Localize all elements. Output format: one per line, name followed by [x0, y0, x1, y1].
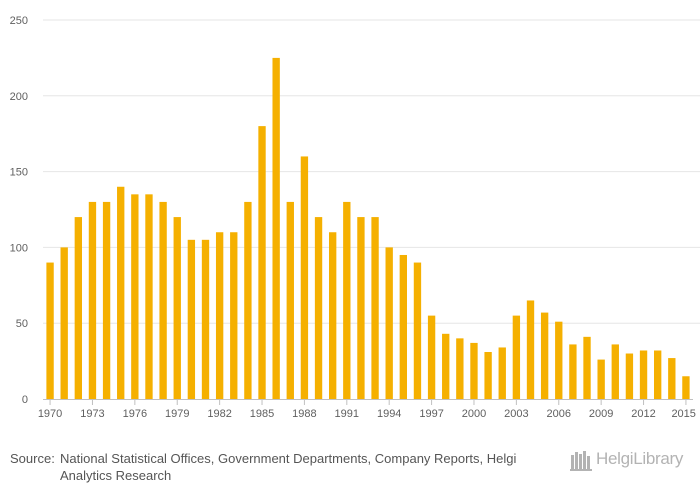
- x-tick-label: 1982: [207, 408, 231, 420]
- bar-1997: [427, 315, 436, 399]
- bar-1992: [357, 217, 365, 399]
- x-tick-label: 1994: [377, 408, 401, 420]
- y-tick-label: 150: [10, 167, 28, 179]
- x-tick-label: 2006: [547, 408, 571, 420]
- library-books-icon: [570, 451, 592, 471]
- bar-2001: [484, 352, 492, 399]
- x-tick-label: 1991: [335, 408, 359, 420]
- bar-1981: [201, 239, 210, 399]
- bar-2015: [682, 376, 690, 399]
- x-tick-label: 2012: [631, 408, 655, 420]
- bar-1979: [173, 217, 181, 399]
- bar-1991: [343, 201, 351, 399]
- y-tick-label: 100: [10, 242, 28, 254]
- source-prefix: Source:: [10, 451, 55, 466]
- x-tick-label: 1988: [292, 408, 316, 420]
- y-axis: 0 50 100 150 200 250: [10, 15, 28, 406]
- bar-2003: [512, 315, 521, 399]
- x-tick-label: 2015: [671, 408, 695, 420]
- bar-1984: [244, 201, 252, 399]
- bar-1993: [371, 217, 379, 399]
- x-tick-label: 2003: [504, 408, 528, 420]
- bar-1996: [413, 262, 422, 399]
- bars: [46, 57, 690, 400]
- y-tick-label: 250: [10, 15, 28, 27]
- bar-2012: [639, 350, 648, 399]
- x-tick-label: 1985: [250, 408, 274, 420]
- bar-1970: [46, 262, 54, 399]
- x-tick-label: 1970: [38, 408, 62, 420]
- bar-1989: [314, 217, 323, 399]
- bar-2010: [611, 344, 619, 399]
- y-tick-label: 0: [22, 394, 28, 406]
- bar-2007: [569, 344, 577, 399]
- bar-chart: 0 50 100 150 200 250 1970 1973 1976 1979 1982 1985…: [10, 15, 700, 420]
- bar-1990: [329, 232, 337, 399]
- bar-2002: [498, 347, 506, 399]
- bar-2009: [597, 359, 605, 399]
- bar-1986: [272, 57, 280, 400]
- bar-2006: [555, 321, 563, 399]
- x-tick-label: 2000: [462, 408, 486, 420]
- bar-1995: [399, 254, 407, 399]
- brand-name: HelgiLibrary: [596, 449, 684, 468]
- bar-1987: [286, 201, 294, 399]
- x-tick-label: 1979: [165, 408, 189, 420]
- bar-2000: [470, 342, 478, 399]
- x-tick-label: 1976: [123, 408, 147, 420]
- x-tick-label: 1997: [419, 408, 443, 420]
- bar-1973: [88, 201, 97, 399]
- bar-1983: [230, 232, 238, 399]
- bar-1971: [60, 247, 68, 399]
- bar-1974: [102, 201, 111, 399]
- y-tick-label: 50: [16, 318, 28, 330]
- bar-1998: [442, 333, 450, 399]
- bar-1988: [300, 156, 309, 399]
- bar-1982: [215, 232, 224, 399]
- bar-2011: [625, 353, 634, 399]
- bar-1994: [385, 247, 393, 399]
- bar-2004: [526, 300, 535, 399]
- bar-1976: [131, 194, 139, 399]
- x-axis: 1970 1973 1976 1979 1982 1985 1988 1991 1994 1997…: [38, 399, 696, 420]
- x-tick-label: 2009: [589, 408, 613, 420]
- x-tick-label: 1973: [80, 408, 104, 420]
- bar-1985: [258, 126, 266, 400]
- bar-1977: [145, 194, 153, 399]
- bar-1972: [74, 217, 82, 399]
- source-note: Source: National Statistical Offices, Gov…: [10, 450, 550, 484]
- y-tick-label: 200: [10, 91, 28, 103]
- bar-2005: [540, 312, 549, 399]
- bar-2014: [668, 358, 676, 399]
- source-text: National Statistical Offices, Government…: [60, 451, 517, 483]
- bar-1975: [117, 186, 125, 399]
- bar-2013: [654, 350, 662, 399]
- bar-1978: [159, 201, 167, 399]
- brand-logo: HelgiLibrary: [570, 447, 695, 473]
- bar-1999: [456, 338, 464, 399]
- bar-2008: [583, 336, 591, 399]
- bar-1980: [187, 239, 196, 399]
